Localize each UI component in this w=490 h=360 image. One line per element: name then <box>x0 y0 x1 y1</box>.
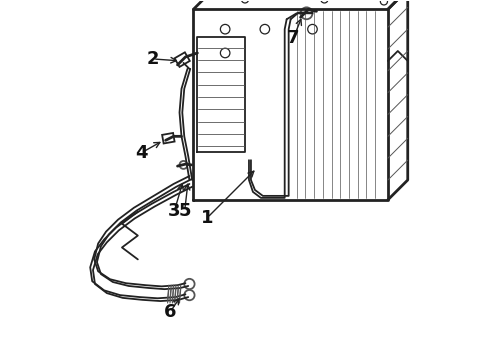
Text: 3: 3 <box>168 202 181 220</box>
Text: 1: 1 <box>201 209 214 227</box>
Text: 6: 6 <box>164 303 176 321</box>
Bar <box>162 133 174 144</box>
Text: 7: 7 <box>287 29 300 47</box>
Text: 5: 5 <box>178 202 191 220</box>
Bar <box>174 52 190 67</box>
Text: 2: 2 <box>147 50 159 68</box>
Text: 4: 4 <box>135 144 147 162</box>
